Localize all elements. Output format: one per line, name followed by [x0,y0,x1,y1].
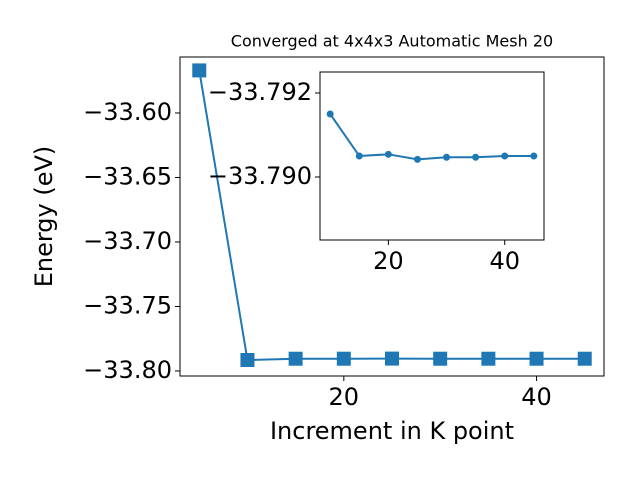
y-tick-label: −33.65 [83,162,172,190]
marker [577,351,592,366]
marker [529,351,544,366]
marker [192,63,207,78]
marker [433,351,448,366]
y-tick-label: −33.792 [208,78,312,106]
marker [336,351,351,366]
marker [413,155,421,163]
marker [472,153,480,161]
marker [240,353,255,368]
x-tick-label: 40 [521,383,552,411]
y-tick-label: −33.70 [83,227,172,255]
marker [443,153,451,161]
x-tick-label: 20 [329,383,360,411]
marker [385,351,399,366]
chart-title: Converged at 4x4x3 Automatic Mesh 20 [231,32,553,51]
marker [501,152,509,160]
marker [355,152,363,160]
y-tick-label: −33.80 [83,356,172,384]
marker [530,152,538,160]
marker [384,150,392,158]
y-tick-label: −33.60 [83,98,172,126]
y-axis-label: Energy (eV) [30,146,58,288]
line [329,113,534,161]
marker [326,110,334,118]
y-tick-label: −33.75 [83,291,172,319]
marker [481,351,496,366]
x-tick-label: 20 [373,247,404,275]
x-axis-label: Increment in K point [270,417,514,445]
y-tick-label: −33.790 [208,162,312,190]
x-tick-label: 40 [489,247,520,275]
marker [288,351,303,366]
